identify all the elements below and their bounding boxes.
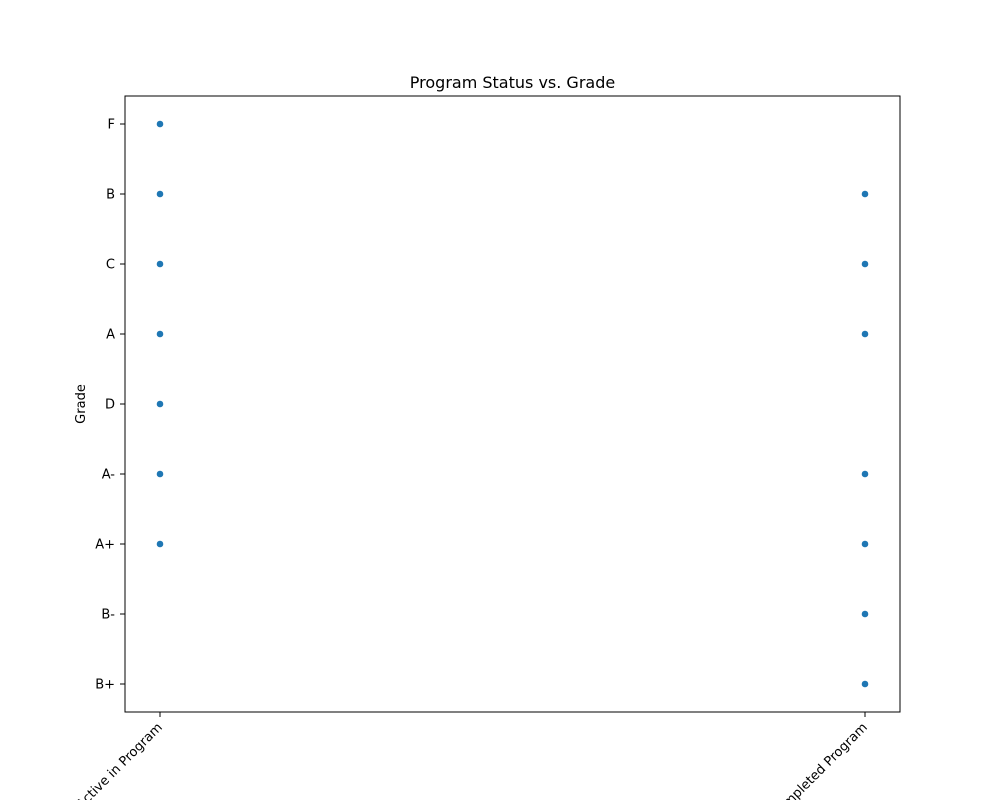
data-point (861, 190, 869, 198)
y-tick-label: C (106, 258, 115, 273)
data-point (156, 470, 164, 478)
data-point (156, 540, 164, 548)
y-tick-label: A+ (95, 538, 115, 553)
y-tick-label: F (108, 118, 115, 133)
y-tick-label: B (106, 188, 115, 203)
y-tick-label: D (105, 398, 115, 413)
data-point (156, 400, 164, 408)
chart-title: Program Status vs. Grade (410, 73, 615, 92)
data-point (156, 260, 164, 268)
data-point (861, 330, 869, 338)
data-point (861, 470, 869, 478)
y-tick-label: B+ (95, 678, 115, 693)
x-axis: Active in Program Completed Program (74, 712, 871, 800)
y-tick-label: B- (101, 608, 115, 623)
data-point (861, 610, 869, 618)
data-point (156, 330, 164, 338)
y-tick-label: A (106, 328, 115, 343)
plot-area-frame (124, 95, 901, 713)
data-point (156, 190, 164, 198)
data-point (861, 540, 869, 548)
y-axis: B+ B- A+ A- D A C B F (95, 118, 125, 693)
x-tick-label: Completed Program (768, 720, 870, 800)
x-tick-label: Active in Program (74, 720, 166, 800)
y-tick-label: A- (102, 468, 116, 483)
data-points (156, 120, 869, 688)
data-point (156, 120, 164, 128)
data-point (861, 680, 869, 688)
y-axis-label: Grade (74, 384, 89, 424)
data-point (861, 260, 869, 268)
